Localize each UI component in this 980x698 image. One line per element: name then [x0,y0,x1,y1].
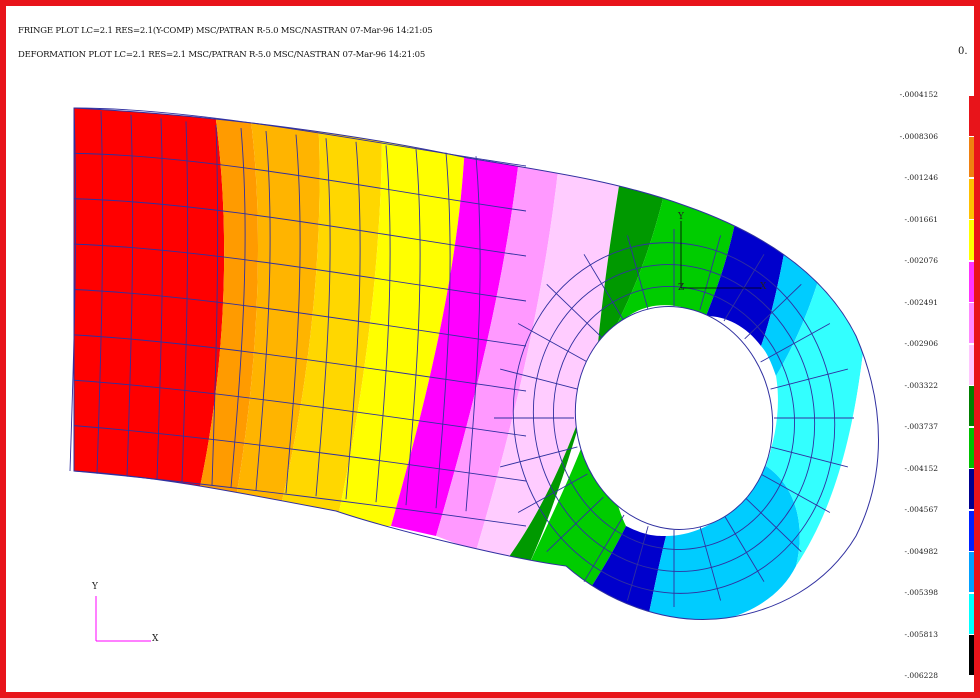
legend-label: -.003322 [904,380,938,390]
mesh-line [73,198,527,257]
fringe-plot-title: FRINGE PLOT LC=2.1 RES=2.1(Y-COMP) MSC/P… [18,26,433,36]
mesh-line [73,107,527,167]
legend-label: -.001661 [904,214,938,224]
band-green-2 [526,108,751,596]
mesh-line [211,125,219,486]
mesh-line [96,111,104,474]
mesh-line [345,141,361,500]
band-light-blue [646,108,836,620]
legend-swatch [969,178,974,219]
mesh-line [285,134,301,494]
legend-label: -.005813 [904,629,938,639]
legend-swatch [969,220,974,260]
mesh-line [156,118,164,480]
mesh-line [181,121,189,483]
mesh-line [699,235,722,310]
triad-z-label: Z [678,283,685,293]
legend-label: -.003737 [904,422,938,431]
legend-label: -.001246 [904,173,938,182]
legend-swatch [969,54,974,94]
mesh-line [770,368,848,390]
legend-label: -.006228 [904,671,938,680]
legend-swatch [969,303,974,343]
small-triad-x-label: X [152,634,159,644]
main-triad [680,221,761,289]
legend-label: -.0004152 [899,90,938,99]
fringe-plot-canvas [69,107,879,642]
mesh-line [744,284,802,340]
mesh-line [73,379,527,437]
part-outline [73,107,879,620]
band-red [74,108,225,526]
legend-swatch [969,386,974,426]
mesh-line [465,156,481,512]
legend-swatch [969,137,974,177]
legend-label: -.002491 [904,297,938,307]
band-orange-1 [191,108,258,526]
mesh-line [517,473,588,513]
legend-swatch [969,427,974,468]
mesh-line [73,152,527,212]
mesh-line [517,323,588,363]
legend-swatch [969,593,974,634]
mesh-line [435,152,451,509]
mesh-line [73,334,527,392]
mesh-line [126,114,134,477]
legend-swatch [969,635,974,675]
band-orange-2 [231,108,320,526]
mesh-line [405,149,421,506]
mesh-line [255,131,271,491]
mesh-line [375,145,391,503]
legend-swatch [969,95,974,136]
legend-label: -.004567 [904,505,938,514]
legend-label: -.004982 [904,546,938,556]
mesh-line [770,446,848,468]
legend-label: -.004152 [904,463,938,473]
mesh-ring [512,242,836,594]
legend-label: -.0008306 [899,131,938,141]
mesh-line [500,368,578,390]
mesh-line [626,526,649,601]
mesh-line [230,128,246,488]
deformation-plot-title: DEFORMATION PLOT LC=2.1 RES=2.1 MSC/PATR… [18,50,426,60]
mesh-line [73,425,527,482]
legend-label: -.002076 [904,256,938,265]
legend-swatch [969,344,974,385]
mesh-line [73,289,527,347]
legend-swatch [969,552,974,592]
band-magenta-2 [436,108,566,551]
legend-swatch [969,469,974,509]
mesh-ring [532,264,816,572]
band-white-edge [796,326,879,606]
band-green-1 [506,108,686,571]
legend-swatch [969,261,974,302]
mesh-ring [553,286,795,550]
small-triad-y-label: Y [92,582,98,592]
mesh-line [500,446,578,468]
band-magenta-1 [391,108,526,536]
mesh-line [583,254,625,322]
triad-x-label: X [760,282,767,292]
mesh-line [546,496,604,552]
mesh-line [760,323,831,363]
small-triad [95,596,151,642]
legend-label: -.002906 [904,339,938,348]
band-yellow-2 [336,108,467,526]
mesh-line [73,243,527,302]
hole [574,306,774,530]
legend-zero-label: 0. [958,46,968,57]
fringe-bands [74,108,879,620]
legend-label: -.005398 [904,588,938,597]
triad-y-label: Y [678,212,684,222]
mesh-line [760,473,831,513]
legend-swatch [969,510,974,551]
mesh-line [723,514,765,582]
